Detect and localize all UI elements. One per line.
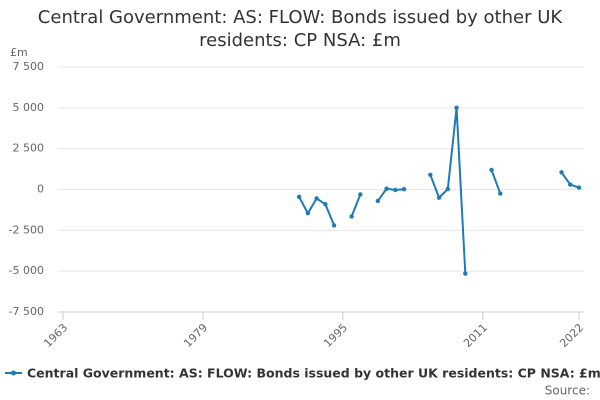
y-axis-label: £m [10,46,28,59]
line [298,107,580,274]
point [358,192,363,197]
y-tick-label: -7 500 [9,305,44,318]
point [296,194,302,200]
legend-label: Central Government: AS: FLOW: Bonds issu… [27,366,600,381]
point [445,186,451,192]
point [428,172,433,177]
x-tick-label: 1963 [41,321,70,350]
y-tick-label: 5 000 [13,101,45,114]
y-tick-label: -2 500 [9,223,44,236]
point [323,202,328,207]
x-tick-label: 2022 [557,321,586,350]
point [559,170,564,175]
point [454,105,459,111]
point [401,186,407,192]
x-tick-label: 2011 [461,321,490,350]
x-tick-label: 1995 [321,321,350,350]
y-tick-label: 2 500 [13,142,45,155]
point [498,191,503,196]
point [314,196,319,201]
point [568,182,573,187]
x-tick-label: 1979 [181,321,210,350]
y-tick-label: 7 500 [13,60,45,73]
point [305,210,311,216]
source: Source: [545,384,590,398]
point [463,271,468,276]
point [436,195,442,200]
point [384,186,389,191]
legend-dot [11,370,16,376]
point [393,187,398,193]
y-tick-label: -5 000 [9,264,44,277]
chart-title: Central Government: AS: FLOW: Bonds issu… [37,7,563,51]
point [375,198,381,204]
point [331,223,337,228]
y-tick-label: 0 [37,183,44,196]
point [576,185,582,190]
point [489,167,494,173]
point [349,214,354,219]
